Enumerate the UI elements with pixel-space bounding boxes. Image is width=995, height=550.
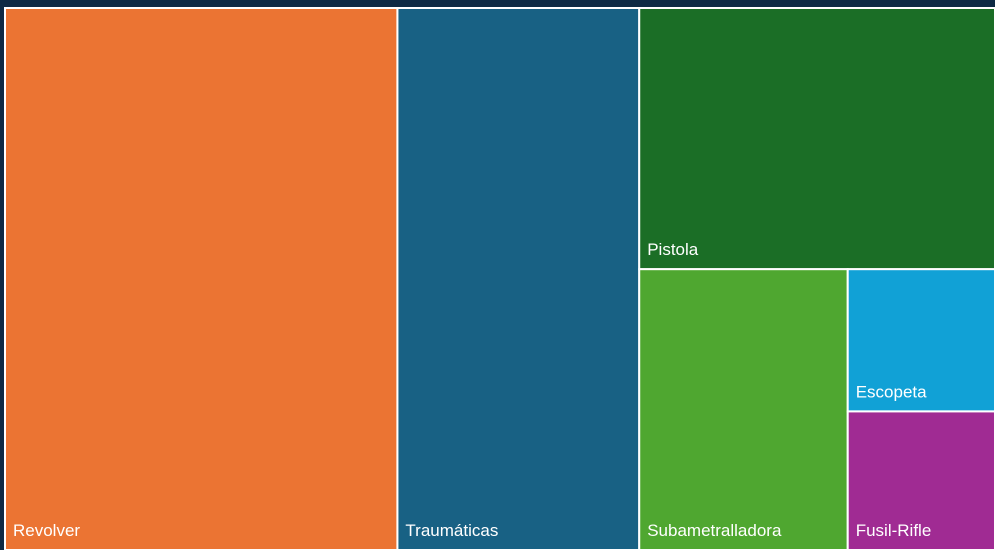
tile-label: Revolver <box>13 521 80 540</box>
tile-label: Traumáticas <box>405 521 498 540</box>
tile-label: Escopeta <box>856 382 927 401</box>
tile-label: Pistola <box>647 240 699 259</box>
tile <box>638 268 849 550</box>
tile <box>4 7 399 550</box>
tile-label: Subametralladora <box>647 521 782 540</box>
tile <box>638 7 995 271</box>
tile <box>846 410 995 550</box>
tile-label: Fusil-Rifle <box>856 521 932 540</box>
tile <box>396 7 641 550</box>
tile <box>846 268 995 413</box>
